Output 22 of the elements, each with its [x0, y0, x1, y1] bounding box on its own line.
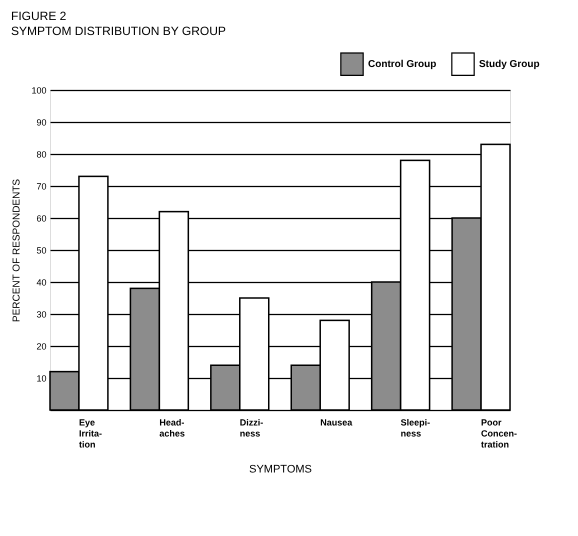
y-tick-label: 20	[36, 342, 46, 352]
y-tick-label: 90	[36, 118, 46, 128]
y-tick-label: 100	[31, 86, 46, 96]
x-tick-label: Head- aches	[159, 418, 185, 438]
y-tick-label: 10	[36, 374, 46, 384]
x-tick-label: Poor Concen- tration	[481, 418, 518, 450]
x-tick-label: Dizzi- ness	[240, 418, 264, 438]
chart-title: FIGURE 2	[10, 9, 67, 23]
chart-subtitle: SYMPTOM DISTRIBUTION BY GROUP	[10, 24, 226, 38]
y-tick-label: 30	[36, 310, 46, 320]
y-tick-label: 60	[36, 214, 46, 224]
y-tick-label: 80	[36, 150, 46, 160]
x-axis-title: SYMPTOMS	[249, 464, 312, 476]
legend-label: Control Group	[368, 59, 436, 70]
x-tick-label: Eye Irrita- tion	[78, 418, 102, 450]
legend-label: Study Group	[479, 59, 540, 70]
y-axis-title: PERCENT OF RESPONDENTS	[11, 178, 22, 322]
y-tick-label: 50	[36, 246, 46, 256]
x-tick-label: Sleepi- ness	[400, 418, 430, 438]
x-tick-label: Nausea	[320, 418, 354, 428]
y-tick-label: 70	[36, 182, 46, 192]
y-tick-label: 40	[36, 278, 46, 288]
